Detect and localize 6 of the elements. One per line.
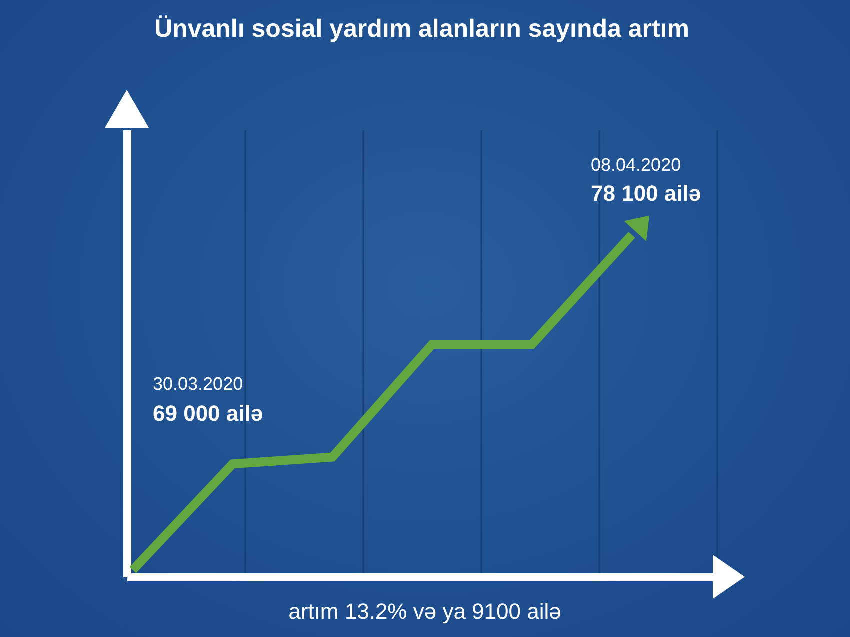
annotation: 69 000 ailə	[153, 401, 264, 426]
text: 78 100 ailə	[591, 181, 702, 206]
annotation: 30.03.2020	[153, 374, 244, 394]
text: 08.04.2020	[591, 155, 682, 175]
text: artım 13.2% və ya 9100 ailə	[288, 599, 562, 624]
chart-title: Ünvanlı sosial yardım alanların sayında artım	[154, 15, 690, 43]
